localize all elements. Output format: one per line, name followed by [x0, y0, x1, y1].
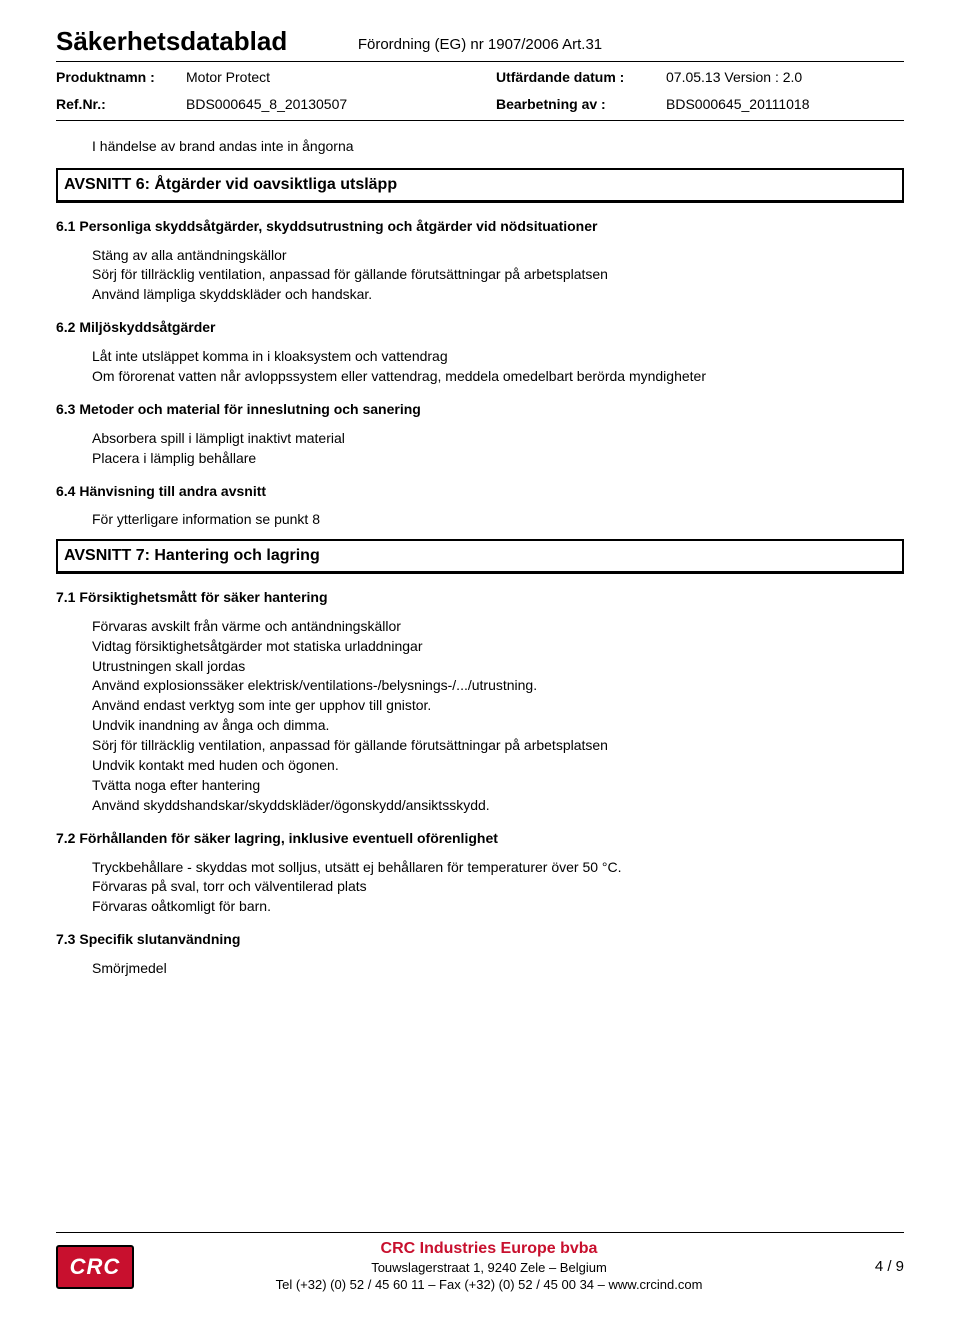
text-line: Använd explosionssäker elektrisk/ventila…: [92, 676, 904, 695]
block-7-1: Förvaras avskilt från värme och antändni…: [92, 617, 904, 815]
text-line: För ytterligare information se punkt 8: [92, 510, 904, 529]
issue-date-label: Utfärdande datum :: [496, 68, 666, 87]
header-row-1: Produktnamn : Motor Protect Utfärdande d…: [56, 64, 904, 91]
crc-logo: CRC: [56, 1245, 134, 1289]
heading-6-1: 6.1 Personliga skyddsåtgärder, skyddsutr…: [56, 217, 904, 236]
refnr-value: BDS000645_8_20130507: [186, 95, 496, 114]
heading-7-1: 7.1 Försiktighetsmått för säker hanterin…: [56, 588, 904, 607]
text-line: Placera i lämplig behållare: [92, 449, 904, 468]
issue-date-value: 07.05.13 Version : 2.0: [666, 68, 904, 87]
block-6-1: Stäng av alla antändningskällor Sörj för…: [92, 246, 904, 305]
heading-6-4: 6.4 Hänvisning till andra avsnitt: [56, 482, 904, 501]
section-6-header: AVSNITT 6: Åtgärder vid oavsiktliga utsl…: [56, 168, 904, 203]
block-7-2: Tryckbehållare - skyddas mot solljus, ut…: [92, 858, 904, 917]
text-line: Utrustningen skall jordas: [92, 657, 904, 676]
text-line: Använd lämpliga skyddskläder och handska…: [92, 285, 904, 304]
heading-6-2: 6.2 Miljöskyddsåtgärder: [56, 318, 904, 337]
section-7-header: AVSNITT 7: Hantering och lagring: [56, 539, 904, 574]
heading-7-3: 7.3 Specifik slutanvändning: [56, 930, 904, 949]
header-rule-top: [56, 61, 904, 62]
revision-value: BDS000645_20111018: [666, 95, 904, 114]
text-line: Undvik inandning av ånga och dimma.: [92, 716, 904, 735]
heading-6-3: 6.3 Metoder och material för inneslutnin…: [56, 400, 904, 419]
page-container: Säkerhetsdatablad Förordning (EG) nr 190…: [0, 0, 960, 1318]
company-contact: Tel (+32) (0) 52 / 45 60 11 – Fax (+32) …: [134, 1277, 844, 1294]
text-line: Förvaras på sval, torr och välventilerad…: [92, 877, 904, 896]
text-line: Sörj för tillräcklig ventilation, anpass…: [92, 736, 904, 755]
text-line: Sörj för tillräcklig ventilation, anpass…: [92, 265, 904, 284]
page-number: 4 / 9: [844, 1257, 904, 1277]
block-6-4: För ytterligare information se punkt 8: [92, 510, 904, 529]
product-name-label: Produktnamn :: [56, 68, 186, 87]
text-line: Absorbera spill i lämpligt inaktivt mate…: [92, 429, 904, 448]
revision-label: Bearbetning av :: [496, 95, 666, 114]
refnr-label: Ref.Nr.:: [56, 95, 186, 114]
company-name: CRC Industries Europe bvba: [134, 1239, 844, 1260]
heading-7-2: 7.2 Förhållanden för säker lagring, inkl…: [56, 829, 904, 848]
text-line: Använd skyddshandskar/skyddskläder/ögons…: [92, 796, 904, 815]
text-line: Använd endast verktyg som inte ger uppho…: [92, 696, 904, 715]
text-line: Förvaras avskilt från värme och antändni…: [92, 617, 904, 636]
header-rule-bottom: [56, 120, 904, 121]
text-line: Stäng av alla antändningskällor: [92, 246, 904, 265]
text-line: Om förorenat vatten når avloppssystem el…: [92, 367, 904, 386]
header-row-2: Ref.Nr.: BDS000645_8_20130507 Bearbetnin…: [56, 91, 904, 118]
text-line: Vidtag försiktighetsåtgärder mot statisk…: [92, 637, 904, 656]
company-address: Touwslagerstraat 1, 9240 Zele – Belgium: [134, 1260, 844, 1277]
intro-paragraph: I händelse av brand andas inte in ångorn…: [92, 137, 904, 156]
page-footer: CRC CRC Industries Europe bvba Touwslage…: [56, 1232, 904, 1294]
block-7-3: Smörjmedel: [92, 959, 904, 978]
text-line: Låt inte utsläppet komma in i kloaksyste…: [92, 347, 904, 366]
header-block: Säkerhetsdatablad Förordning (EG) nr 190…: [56, 24, 904, 121]
text-line: Förvaras oåtkomligt för barn.: [92, 897, 904, 916]
block-6-2: Låt inte utsläppet komma in i kloaksyste…: [92, 347, 904, 386]
text-line: Tryckbehållare - skyddas mot solljus, ut…: [92, 858, 904, 877]
text-line: Smörjmedel: [92, 959, 904, 978]
footer-center: CRC Industries Europe bvba Touwslagerstr…: [134, 1239, 844, 1294]
block-6-3: Absorbera spill i lämpligt inaktivt mate…: [92, 429, 904, 468]
text-line: Undvik kontakt med huden och ögonen.: [92, 756, 904, 775]
text-line: Tvätta noga efter hantering: [92, 776, 904, 795]
product-name-value: Motor Protect: [186, 68, 496, 87]
